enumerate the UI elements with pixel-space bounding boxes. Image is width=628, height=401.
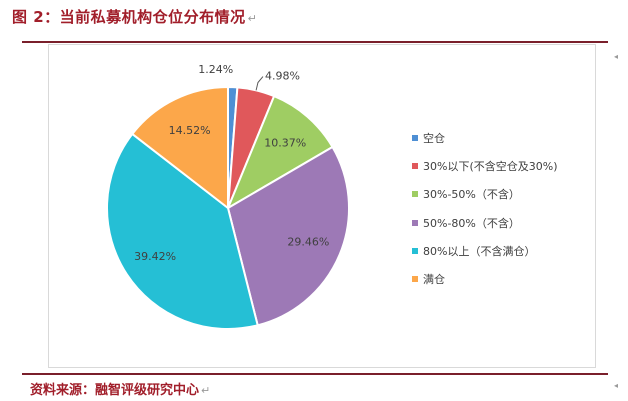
paragraph-mark-icon: ↵ <box>201 384 211 397</box>
pie-data-label-2: 4.98% <box>265 70 300 83</box>
legend-label: 空仓 <box>423 131 445 145</box>
pie-data-label-4: 29.46% <box>287 236 329 249</box>
legend-label: 满仓 <box>423 273 445 287</box>
pie-slice-6 <box>130 85 229 211</box>
pie-leader-lines <box>255 76 264 91</box>
legend-swatch-icon <box>412 134 418 141</box>
figure-title: 图 2：当前私募机构仓位分布情况 ↵ <box>12 6 257 27</box>
figure-source: 资料来源：融智评级研究中心 ↵ <box>30 379 210 398</box>
anchor-mark-icon: ◂ <box>614 381 619 390</box>
pie-slice-4 <box>226 145 350 327</box>
legend-label: 30%以下(不含空仓及30%) <box>423 159 558 173</box>
legend-item-3: 30%-50%（不含） <box>412 185 557 204</box>
bottom-rule <box>22 373 608 375</box>
pie-data-labels: 1.24% 4.98% 10.37% 29.46% 39.42% 14.52% <box>134 63 329 263</box>
pie-slices <box>106 85 350 330</box>
legend-swatch-icon <box>412 191 418 198</box>
anchor-mark-icon: ◂ <box>614 52 619 61</box>
legend-label: 50%-80%（不含） <box>423 216 520 230</box>
pie-data-label-6: 14.52% <box>169 124 211 137</box>
legend-swatch-icon <box>412 276 418 283</box>
pie-data-label-3: 10.37% <box>264 136 306 149</box>
pie-leader-line-2 <box>255 76 264 91</box>
paragraph-mark-icon: ↵ <box>247 12 258 25</box>
legend-item-5: 80%以上（不含满仓） <box>412 242 557 261</box>
chart-legend: 空仓 30%以下(不含空仓及30%) 30%-50%（不含） 50%-80%（不含） 8… <box>412 128 557 298</box>
legend-swatch-icon <box>412 162 418 169</box>
legend-item-2: 30%以下(不含空仓及30%) <box>412 156 557 175</box>
pie-data-label-1: 1.24% <box>198 63 233 76</box>
legend-swatch-icon <box>412 248 418 255</box>
figure-source-text: 资料来源：融智评级研究中心 <box>30 383 200 398</box>
pie-slice-3 <box>225 94 334 211</box>
legend-swatch-icon <box>412 219 418 226</box>
legend-item-6: 满仓 <box>412 270 557 289</box>
figure-title-text: 图 2：当前私募机构仓位分布情况 <box>12 8 246 26</box>
legend-label: 80%以上（不含满仓） <box>423 245 536 259</box>
pie-data-label-5: 39.42% <box>134 250 176 263</box>
legend-item-1: 空仓 <box>412 128 557 147</box>
legend-label: 30%-50%（不含） <box>423 188 520 202</box>
pie-slice-5 <box>106 132 259 330</box>
legend-item-4: 50%-80%（不含） <box>412 213 557 232</box>
top-rule <box>22 41 608 43</box>
